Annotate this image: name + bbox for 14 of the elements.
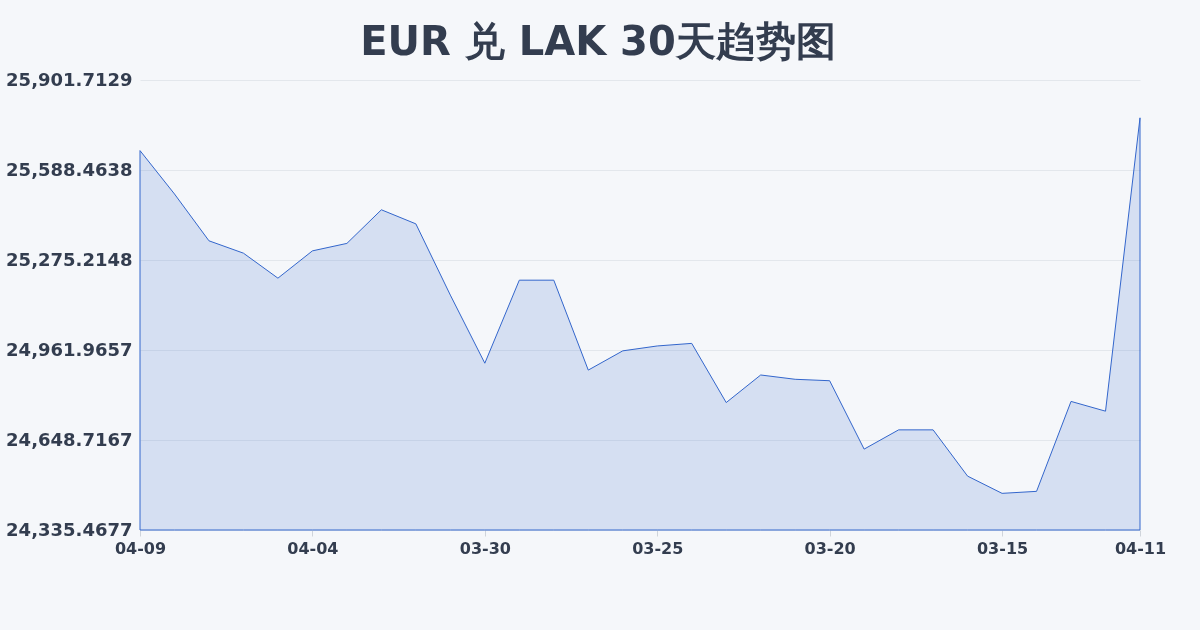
- x-tick-label: 04-04: [287, 538, 339, 558]
- x-tick-label: 03-25: [632, 538, 684, 558]
- x-tick-label: 04-11: [1114, 538, 1167, 558]
- x-tick-label: 04-09: [114, 538, 167, 558]
- y-tick-label: 24,335.4677: [6, 518, 133, 540]
- x-tick-label: 03-20: [804, 538, 856, 558]
- y-tick-label: 25,275.2148: [6, 248, 133, 270]
- x-tick-label: 03-15: [976, 538, 1029, 558]
- x-tick-label: 03-30: [459, 538, 511, 558]
- y-tick-label: 24,648.7167: [6, 428, 133, 450]
- y-tick-label: 25,901.7129: [6, 68, 133, 90]
- chart-title: EUR 兑 LAK 30天趋势图: [360, 18, 836, 64]
- y-tick-label: 25,588.4638: [6, 158, 133, 180]
- y-tick-label: 24,961.9657: [6, 338, 133, 360]
